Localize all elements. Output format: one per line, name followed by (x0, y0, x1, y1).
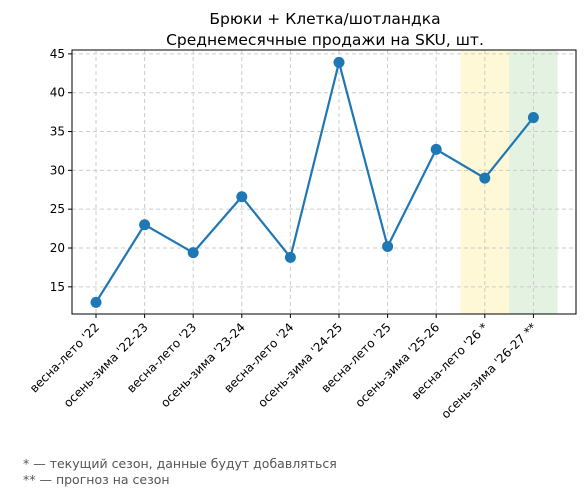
data-point-5 (333, 56, 345, 68)
footnote-current-season: * — текущий сезон, данные будут добавлят… (23, 456, 337, 471)
x-tick-label-5: осень-зима '24-25 (255, 320, 345, 410)
x-tick-label-7: осень-зима '25-26 (352, 320, 442, 410)
y-axis-ticks: 15 20 25 30 35 40 45 (50, 47, 72, 294)
data-point-1 (139, 219, 151, 231)
y-tick-label-5: 40 (50, 86, 65, 100)
data-point-6 (382, 240, 394, 252)
grid-lines (72, 50, 576, 314)
chart-subtitle: Среднемесячные продажи на SKU, шт. (166, 31, 484, 49)
y-tick-label-6: 45 (50, 47, 65, 61)
plot-frame (71, 49, 577, 315)
data-point-7 (430, 143, 442, 155)
x-tick-label-3: осень-зима '23-24 (158, 320, 248, 410)
data-points (90, 56, 539, 308)
footnote-forecast: ** — прогноз на сезон (23, 472, 170, 487)
series-polyline (95, 61, 535, 303)
y-tick-label-1: 20 (50, 241, 65, 255)
data-point-0 (90, 296, 102, 308)
y-tick-label-0: 15 (50, 280, 65, 294)
data-point-4 (284, 251, 296, 263)
data-point-9 (527, 112, 539, 124)
y-tick-label-4: 35 (50, 125, 65, 139)
x-tick-label-9: осень-зима '26-27 ** (438, 320, 539, 421)
data-point-2 (187, 247, 199, 259)
y-tick-label-2: 25 (50, 202, 65, 216)
series-line (95, 61, 535, 303)
data-point-3 (236, 191, 248, 203)
chart-title: Брюки + Клетка/шотландка (209, 10, 440, 28)
x-tick-label-1: осень-зима '22-23 (61, 320, 151, 410)
highlight-bands (460, 50, 558, 314)
data-point-8 (479, 172, 491, 184)
line-chart: 15 20 25 30 35 40 45 весна-лето '22осень-зима … (27, 10, 577, 421)
y-tick-label-3: 30 (50, 163, 65, 177)
